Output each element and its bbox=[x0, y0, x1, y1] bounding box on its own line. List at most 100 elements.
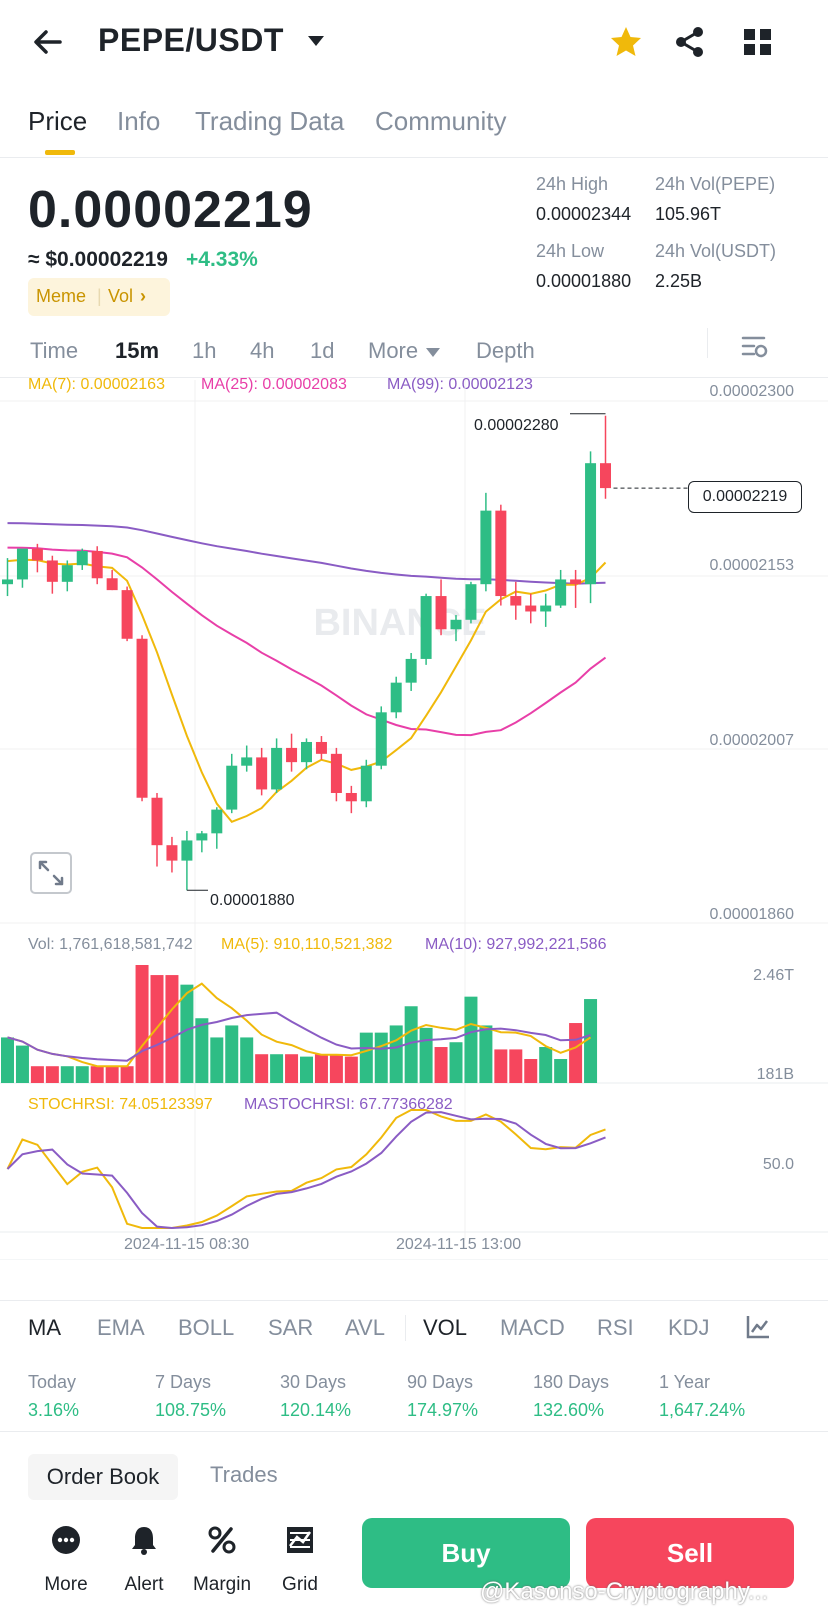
candle-body bbox=[495, 510, 507, 597]
candlestick-chart[interactable]: BINANCE bbox=[0, 380, 828, 1260]
candle-body bbox=[106, 578, 118, 591]
ind-tab-avl[interactable]: AVL bbox=[345, 1315, 385, 1340]
x-axis-tick-1: 2024-11-15 08:30 bbox=[124, 1236, 250, 1253]
volume-bar bbox=[300, 1056, 313, 1083]
interval-more[interactable]: More bbox=[368, 338, 419, 363]
chart-settings-icon[interactable] bbox=[740, 332, 770, 362]
volume-bar bbox=[165, 975, 179, 1083]
tag-meme[interactable]: Meme bbox=[36, 286, 87, 306]
interval-depth[interactable]: Depth bbox=[476, 338, 535, 363]
stochrsi-line bbox=[6, 1109, 606, 1229]
ind-tab-boll[interactable]: BOLL bbox=[178, 1315, 235, 1340]
stat-low-label: 24h Low bbox=[536, 241, 605, 261]
expand-icon[interactable] bbox=[30, 852, 72, 894]
ind-tab-sar[interactable]: SAR bbox=[268, 1315, 314, 1340]
candle-body bbox=[181, 840, 193, 861]
price-change: +4.33% bbox=[186, 248, 258, 271]
nav-more-label: More bbox=[44, 1574, 88, 1595]
ind-tab-macd[interactable]: MACD bbox=[500, 1315, 565, 1340]
volume-bar bbox=[15, 1045, 29, 1083]
tab-trades[interactable]: Trades bbox=[210, 1462, 278, 1487]
indicator-settings-icon[interactable] bbox=[744, 1313, 772, 1341]
ma7-legend: MA(7): 0.00002163 bbox=[28, 376, 165, 393]
candle-body bbox=[136, 638, 148, 798]
header: PEPE/USDT bbox=[0, 0, 828, 88]
interval-1d[interactable]: 1d bbox=[310, 338, 335, 363]
buy-button[interactable]: Buy bbox=[362, 1518, 570, 1588]
volume-bar bbox=[344, 1056, 358, 1083]
volume-bar bbox=[449, 1042, 463, 1083]
perf-label: 90 Days bbox=[407, 1372, 474, 1392]
tab-trading-data[interactable]: Trading Data bbox=[195, 106, 345, 136]
ind-tab-ma[interactable]: MA bbox=[28, 1315, 61, 1340]
ind-tab-rsi[interactable]: RSI bbox=[597, 1315, 634, 1340]
candle-body bbox=[286, 747, 298, 763]
performance-row: Today 3.16% 7 Days 108.75% 30 Days 120.14% 90 … bbox=[0, 1362, 828, 1432]
x-axis-tick-2: 2024-11-15 13:00 bbox=[396, 1236, 522, 1253]
tab-info[interactable]: Info bbox=[117, 106, 161, 136]
volume-bar bbox=[509, 1049, 523, 1083]
perf-value: 3.16% bbox=[28, 1400, 80, 1420]
candle-body bbox=[585, 463, 597, 585]
volume-bar bbox=[285, 1054, 299, 1083]
tab-order-book[interactable]: Order Book bbox=[28, 1454, 178, 1500]
candle-body bbox=[241, 757, 253, 766]
ind-tab-vol[interactable]: VOL bbox=[423, 1315, 468, 1340]
volume-bar bbox=[195, 1018, 209, 1083]
volume-bar bbox=[329, 1054, 343, 1083]
ind-tab-ema[interactable]: EMA bbox=[97, 1315, 145, 1340]
candle-body bbox=[76, 550, 88, 566]
volume-bar bbox=[210, 1037, 224, 1083]
candle-body bbox=[211, 809, 223, 834]
volume-bar bbox=[404, 1006, 418, 1083]
volume-bar bbox=[554, 1059, 568, 1083]
stat-vol-pepe-label: 24h Vol(PEPE) bbox=[655, 174, 776, 194]
sell-button[interactable]: Sell bbox=[586, 1518, 794, 1588]
vol-axis-bottom: 181B bbox=[756, 1066, 794, 1083]
tag-chips[interactable]: Meme | Vol › bbox=[28, 278, 170, 316]
y-axis-tick-4: 0.00001860 bbox=[709, 906, 794, 923]
y-axis-tick-3: 0.00002007 bbox=[709, 732, 794, 749]
y-axis-tick-2: 0.00002153 bbox=[709, 557, 794, 574]
more-caret-icon[interactable] bbox=[426, 348, 440, 357]
perf-value: 132.60% bbox=[533, 1400, 605, 1420]
interval-4h[interactable]: 4h bbox=[250, 338, 275, 363]
volume-bar bbox=[135, 965, 149, 1083]
candle-body bbox=[345, 792, 357, 802]
pair-title[interactable]: PEPE/USDT bbox=[98, 22, 284, 58]
interval-time[interactable]: Time bbox=[30, 338, 79, 363]
tag-vol[interactable]: Vol bbox=[108, 286, 134, 306]
perf-label: 30 Days bbox=[280, 1372, 347, 1392]
candle-body bbox=[121, 590, 133, 639]
grid-menu-icon[interactable] bbox=[740, 24, 776, 60]
candle-body bbox=[46, 560, 58, 582]
back-arrow-icon[interactable] bbox=[30, 24, 66, 60]
volume-bar bbox=[479, 1025, 493, 1083]
volume-bar bbox=[30, 1066, 44, 1083]
volume-bar bbox=[180, 984, 194, 1083]
low-price-marker: 0.00001880 bbox=[210, 892, 295, 909]
candle-body bbox=[2, 579, 13, 585]
candle-body bbox=[435, 596, 447, 630]
stat-vol-pepe-value: 105.96T bbox=[655, 204, 722, 224]
interval-1h[interactable]: 1h bbox=[192, 338, 217, 363]
volume-bar bbox=[75, 1066, 89, 1083]
ma99-legend: MA(99): 0.00002123 bbox=[387, 376, 533, 393]
ind-tab-kdj[interactable]: KDJ bbox=[668, 1315, 710, 1340]
candle-body bbox=[31, 548, 43, 561]
volume-bar bbox=[419, 1027, 433, 1083]
share-icon[interactable] bbox=[672, 24, 708, 60]
pair-dropdown-icon[interactable] bbox=[308, 36, 324, 46]
favorite-star-icon[interactable] bbox=[608, 24, 644, 60]
candle-body bbox=[226, 765, 238, 810]
high-price-marker: 0.00002280 bbox=[474, 417, 559, 434]
vol-legend: Vol: 1,761,618,581,742 bbox=[28, 936, 193, 953]
tab-price[interactable]: Price bbox=[28, 106, 88, 136]
candle-body bbox=[525, 605, 537, 612]
tab-community[interactable]: Community bbox=[375, 106, 507, 136]
interval-15m[interactable]: 15m bbox=[115, 338, 160, 363]
perf-label: Today bbox=[28, 1372, 77, 1392]
candle-body bbox=[570, 579, 582, 585]
volume-bar bbox=[45, 1066, 59, 1083]
volume-bar bbox=[240, 1037, 254, 1083]
